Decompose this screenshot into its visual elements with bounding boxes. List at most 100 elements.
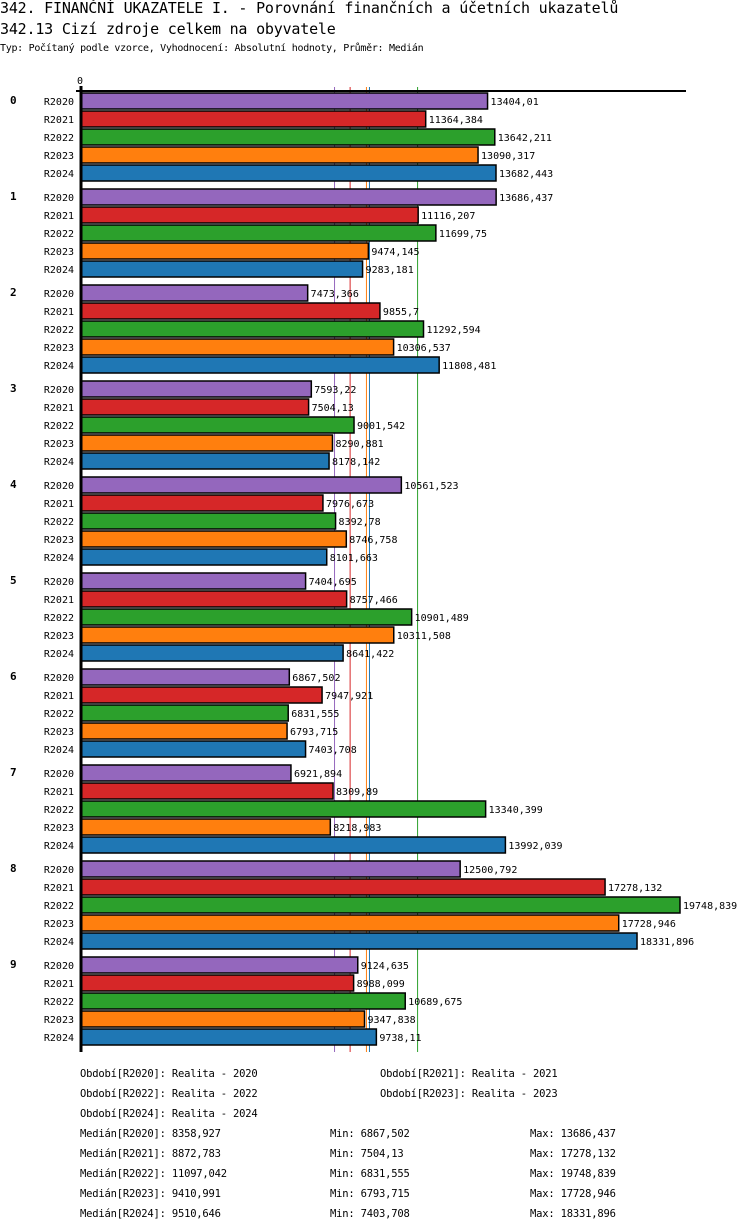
row-label: R2023	[44, 247, 74, 258]
chart-subtitle: 342.13 Cizí zdroje celkem na obyvatele	[0, 20, 336, 38]
group-label: 2	[10, 286, 17, 299]
bar-R2024-9	[80, 1028, 378, 1046]
legend-min: Min: 7504,13	[330, 1148, 404, 1160]
chart-title: 342. FINANČNÍ UKAZATELE I. - Porovnání f…	[0, 0, 619, 17]
bar-R2020-3	[80, 380, 313, 398]
data-label: 8988,099	[357, 979, 405, 990]
data-label: 8178,142	[332, 457, 380, 468]
row-label: R2024	[44, 265, 74, 276]
bar-R2024-1	[80, 260, 364, 278]
data-label: 9124,635	[361, 961, 409, 972]
legend-period-0: Období[R2020]: Realita - 2020	[80, 1068, 258, 1080]
bar-R2023-6	[80, 722, 288, 740]
group-label: 5	[10, 574, 17, 587]
bar-R2021-1	[80, 206, 419, 224]
row-label: R2024	[44, 361, 74, 372]
legend-period-1: Období[R2021]: Realita - 2021	[380, 1068, 558, 1080]
data-label: 11699,75	[439, 229, 487, 240]
row-label: R2021	[44, 979, 74, 990]
bar-R2023-1	[80, 242, 370, 260]
row-label: R2024	[44, 745, 74, 756]
row-label: R2023	[44, 631, 74, 642]
data-label: 9283,181	[366, 265, 414, 276]
row-label: R2021	[44, 115, 74, 126]
bar-R2024-7	[80, 836, 507, 854]
data-label: 8757,466	[350, 595, 398, 606]
data-label: 10689,675	[408, 997, 462, 1008]
bar-R2020-9	[80, 956, 359, 974]
bar-R2020-5	[80, 572, 307, 590]
bar-R2022-6	[80, 704, 289, 722]
row-label: R2024	[44, 553, 74, 564]
row-label: R2021	[44, 499, 74, 510]
legend-min: Min: 6793,715	[330, 1188, 410, 1200]
bar-R2020-2	[80, 284, 309, 302]
row-label: R2024	[44, 841, 74, 852]
bar-R2021-9	[80, 974, 355, 992]
row-label: R2024	[44, 1033, 74, 1044]
row-label: R2023	[44, 727, 74, 738]
row-label: R2021	[44, 403, 74, 414]
data-label: 17278,132	[608, 883, 662, 894]
legend-min: Min: 6831,555	[330, 1168, 410, 1180]
row-label: R2020	[44, 289, 74, 300]
data-label: 7504,13	[312, 403, 354, 414]
row-label: R2022	[44, 613, 74, 624]
bar-R2023-9	[80, 1010, 366, 1028]
legend-median: Medián[R2022]: 11097,042	[80, 1168, 227, 1180]
bar-R2022-9	[80, 992, 406, 1010]
legend-period-4: Období[R2024]: Realita - 2024	[80, 1108, 258, 1120]
legend-max: Max: 17728,946	[530, 1188, 616, 1200]
bar-R2021-5	[80, 590, 348, 608]
row-label: R2024	[44, 937, 74, 948]
row-label: R2021	[44, 787, 74, 798]
bar-R2021-6	[80, 686, 323, 704]
data-label: 7473,366	[311, 289, 359, 300]
data-label: 10901,489	[415, 613, 469, 624]
bar-R2022-0	[80, 128, 496, 146]
group-label: 1	[10, 190, 17, 203]
data-label: 8101,663	[330, 553, 378, 564]
bars	[80, 92, 681, 1046]
axes: 0	[76, 76, 686, 1052]
row-label: R2022	[44, 421, 74, 432]
data-label: 9001,542	[357, 421, 405, 432]
legend-min: Min: 7403,708	[330, 1208, 410, 1220]
bar-R2020-0	[80, 92, 489, 110]
group-label: 3	[10, 382, 17, 395]
data-label: 8746,758	[349, 535, 397, 546]
data-label: 6867,502	[292, 673, 340, 684]
row-label: R2022	[44, 229, 74, 240]
row-label: R2022	[44, 133, 74, 144]
bar-R2024-4	[80, 548, 328, 566]
data-label: 13992,039	[508, 841, 562, 852]
data-label: 7593,22	[314, 385, 356, 396]
row-label: R2022	[44, 709, 74, 720]
row-label: R2021	[44, 691, 74, 702]
bar-R2022-3	[80, 416, 355, 434]
bar-R2021-0	[80, 110, 427, 128]
bar-R2023-5	[80, 626, 395, 644]
legend-max: Max: 19748,839	[530, 1168, 616, 1180]
bar-R2023-3	[80, 434, 334, 452]
labels: 0 R2020 13404,01 R2021 11364,384 R2022 13642,2…	[10, 94, 737, 1044]
bar-R2024-3	[80, 452, 330, 470]
row-label: R2023	[44, 343, 74, 354]
row-label: R2020	[44, 577, 74, 588]
bar-R2023-7	[80, 818, 332, 836]
legend-max: Max: 18331,896	[530, 1208, 616, 1220]
data-label: 11292,594	[427, 325, 481, 336]
row-label: R2021	[44, 211, 74, 222]
chart-meta: Typ: Počítaný podle vzorce, Vyhodnocení:…	[0, 43, 424, 54]
data-label: 11808,481	[442, 361, 496, 372]
bar-R2021-2	[80, 302, 381, 320]
data-label: 13686,437	[499, 193, 553, 204]
data-label: 19748,839	[683, 901, 737, 912]
row-label: R2023	[44, 1015, 74, 1026]
data-label: 7947,921	[325, 691, 373, 702]
row-label: R2020	[44, 961, 74, 972]
legend-max: Max: 17278,132	[530, 1148, 616, 1160]
row-label: R2020	[44, 481, 74, 492]
data-label: 6831,555	[291, 709, 339, 720]
